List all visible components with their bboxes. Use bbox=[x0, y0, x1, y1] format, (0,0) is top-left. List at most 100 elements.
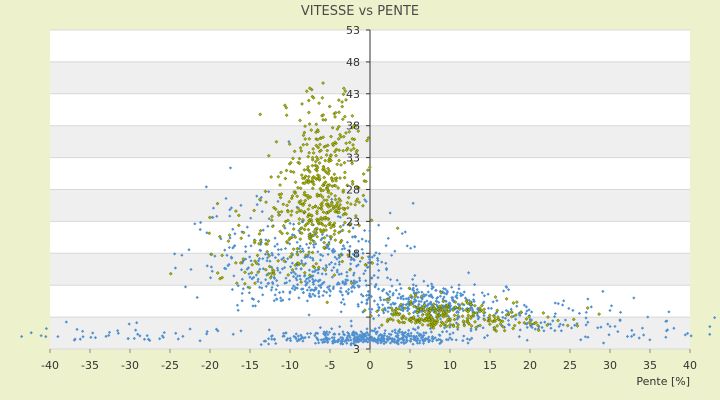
data-point bbox=[369, 294, 373, 299]
data-point bbox=[372, 273, 376, 278]
data-point bbox=[454, 321, 459, 325]
data-point bbox=[360, 247, 364, 251]
data-point bbox=[316, 157, 320, 162]
data-point bbox=[341, 297, 345, 301]
data-point bbox=[350, 114, 355, 118]
data-point bbox=[363, 228, 367, 233]
data-point bbox=[234, 281, 239, 286]
data-point bbox=[428, 294, 433, 298]
data-point bbox=[553, 312, 557, 316]
data-point bbox=[253, 281, 257, 286]
data-point bbox=[263, 252, 268, 256]
data-point bbox=[613, 324, 617, 329]
data-point bbox=[337, 110, 341, 115]
data-point bbox=[637, 336, 641, 340]
data-point bbox=[269, 271, 274, 276]
data-point bbox=[338, 325, 342, 329]
data-point bbox=[406, 328, 411, 333]
data-point bbox=[356, 263, 360, 267]
x-tick-label: 40 bbox=[683, 359, 697, 372]
data-point bbox=[247, 234, 251, 238]
data-point bbox=[286, 273, 291, 277]
data-point bbox=[616, 329, 620, 334]
data-point bbox=[326, 204, 331, 209]
data-point bbox=[450, 285, 454, 289]
data-point bbox=[461, 319, 466, 324]
data-point bbox=[349, 319, 353, 323]
data-point bbox=[401, 333, 405, 338]
data-point bbox=[207, 231, 212, 236]
data-point bbox=[213, 254, 217, 258]
data-point bbox=[345, 200, 350, 205]
data-point bbox=[316, 206, 321, 210]
data-point bbox=[374, 332, 378, 336]
data-point bbox=[431, 337, 436, 341]
data-point bbox=[293, 288, 297, 292]
data-point bbox=[350, 286, 354, 290]
data-point bbox=[270, 214, 274, 219]
data-point bbox=[448, 336, 452, 340]
data-point bbox=[476, 317, 480, 321]
data-point bbox=[229, 206, 234, 210]
data-point bbox=[586, 320, 590, 324]
data-point bbox=[470, 336, 474, 340]
data-point bbox=[284, 168, 289, 173]
data-point bbox=[618, 319, 622, 323]
y-tick-label: 53 bbox=[346, 24, 360, 37]
data-point bbox=[266, 272, 271, 277]
data-point bbox=[344, 282, 348, 286]
data-point bbox=[340, 293, 345, 297]
data-point bbox=[409, 246, 413, 250]
data-point bbox=[20, 334, 24, 339]
data-point bbox=[375, 256, 380, 260]
data-point bbox=[330, 249, 334, 253]
data-point bbox=[501, 324, 505, 329]
data-point bbox=[284, 113, 289, 118]
data-point bbox=[329, 201, 334, 205]
data-point bbox=[331, 341, 335, 345]
data-point bbox=[333, 184, 338, 188]
data-point bbox=[329, 237, 333, 241]
data-point bbox=[341, 244, 346, 248]
data-point bbox=[319, 283, 323, 287]
data-point bbox=[646, 315, 650, 319]
data-point bbox=[391, 301, 395, 305]
data-point bbox=[417, 333, 421, 337]
data-point bbox=[345, 240, 349, 244]
data-point bbox=[313, 167, 318, 172]
data-point bbox=[429, 320, 434, 325]
data-point bbox=[393, 330, 397, 335]
data-point bbox=[575, 322, 579, 326]
data-point bbox=[292, 149, 297, 154]
data-point bbox=[241, 287, 245, 291]
data-point bbox=[363, 332, 367, 336]
data-point bbox=[435, 338, 439, 342]
data-point bbox=[303, 137, 308, 141]
data-point bbox=[312, 239, 316, 244]
data-point bbox=[294, 286, 298, 290]
data-point bbox=[422, 331, 426, 335]
data-point bbox=[540, 325, 544, 330]
data-point bbox=[434, 288, 438, 293]
data-point bbox=[292, 190, 297, 194]
data-point bbox=[323, 268, 328, 272]
data-point bbox=[409, 319, 414, 324]
data-point bbox=[405, 309, 410, 313]
data-point bbox=[273, 236, 277, 240]
data-point bbox=[349, 343, 353, 347]
data-point bbox=[293, 180, 298, 185]
data-point bbox=[352, 252, 356, 257]
data-point bbox=[273, 207, 278, 212]
data-point bbox=[380, 308, 385, 312]
data-point bbox=[314, 261, 319, 266]
data-point bbox=[347, 129, 352, 134]
data-point bbox=[288, 291, 292, 295]
data-point bbox=[335, 282, 339, 286]
data-point bbox=[331, 339, 335, 344]
y-tick-label: 28 bbox=[346, 184, 360, 197]
data-point bbox=[334, 147, 339, 152]
data-point bbox=[341, 134, 346, 139]
data-point bbox=[337, 124, 341, 129]
data-point bbox=[276, 252, 281, 257]
data-point bbox=[336, 230, 341, 235]
